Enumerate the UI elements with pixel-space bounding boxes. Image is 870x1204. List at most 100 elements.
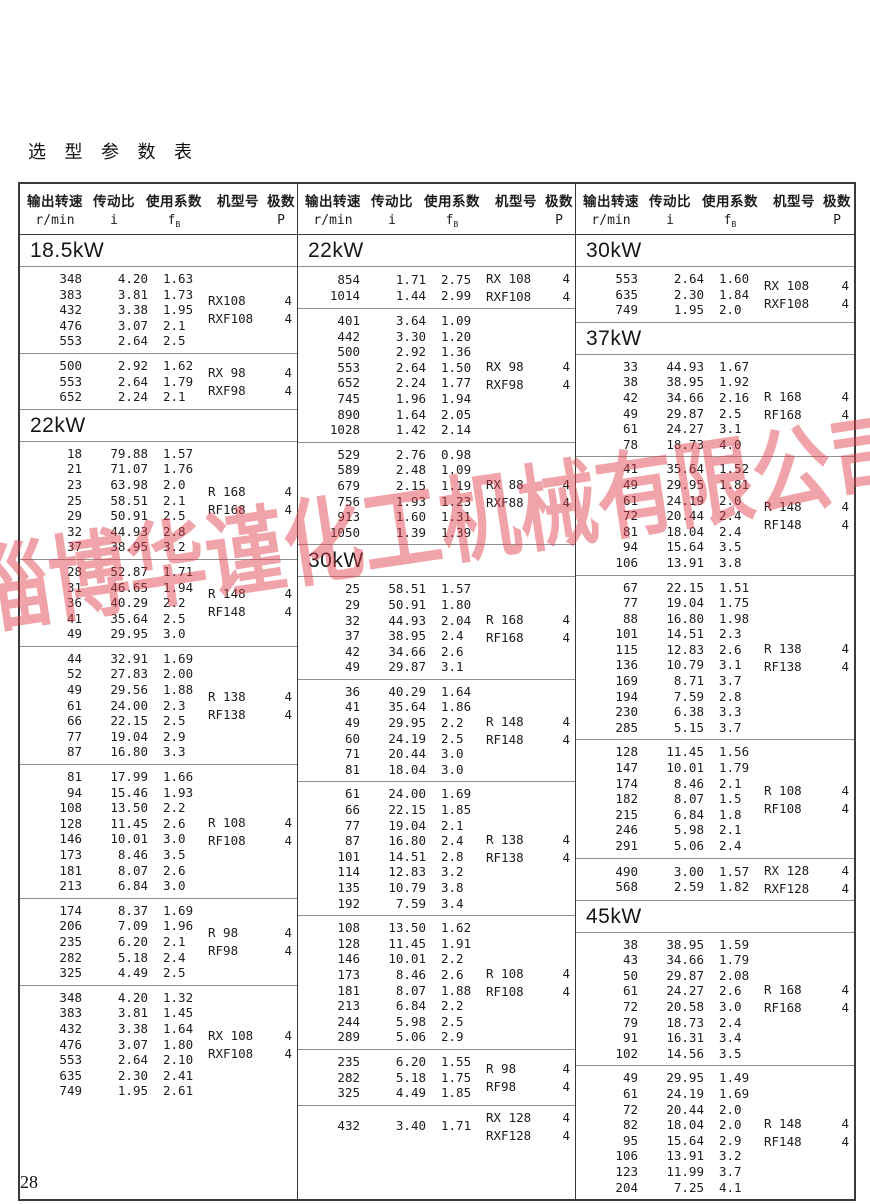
model-block: RX 108 4 RXF108 4 [764, 278, 854, 311]
model-unit-blank [488, 213, 544, 229]
factor-cell: 3.2 [163, 539, 186, 555]
table-row: 32 44.93 2.04 [310, 613, 486, 629]
poles-value: 4 [284, 501, 292, 517]
table-row: 476 3.07 2.1 [32, 318, 208, 334]
speed-cell: 106 [615, 1148, 638, 1164]
table-row: 215 6.84 1.8 [588, 807, 764, 823]
model-name: RF148 [764, 1134, 802, 1150]
ratio-cell: 18.73 [666, 436, 704, 452]
model-unit-blank [766, 213, 822, 229]
speed-cell: 49 [344, 659, 360, 675]
model-name: RXF108 [764, 295, 810, 311]
power-section-title: 18.5kW [30, 239, 105, 262]
factor-cell: 2.6 [441, 643, 464, 659]
speed-cell: 61 [622, 1085, 638, 1101]
ratio-cell: 7.25 [673, 1179, 704, 1195]
factor-cell: 2.4 [441, 833, 464, 849]
model-block: R 108 4 RF108 4 [486, 966, 575, 999]
ratio-cell: 44.93 [110, 523, 148, 539]
model-block: R 138 4 RF138 4 [486, 832, 575, 865]
table-row: 29 50.91 2.5 [32, 508, 208, 524]
table-row: 25 58.51 2.1 [32, 493, 208, 509]
speed-cell: 23 [66, 476, 82, 492]
speed-cell: 128 [337, 935, 360, 951]
factor-cell: 2.3 [719, 626, 742, 642]
ratio-cell: 2.64 [117, 373, 148, 389]
factor-cell: 1.63 [163, 271, 194, 286]
speed-cell: 652 [59, 389, 82, 405]
model-name: RX 108 [764, 277, 810, 293]
speed-cell: 635 [615, 286, 638, 302]
speed-cell: 235 [59, 933, 82, 949]
factor-cell: 1.79 [163, 373, 194, 389]
poles-value: 4 [562, 714, 570, 730]
ratio-cell: 38.95 [388, 628, 426, 644]
table-row: 500 2.92 1.62 [32, 358, 208, 374]
ratio-cell: 32.91 [110, 650, 148, 666]
speed-cell: 146 [59, 831, 82, 847]
ratio-group: 348 4.20 1.32 383 3.81 1.45 432 3.38 1.64 476 3.07… [20, 984, 297, 1103]
factor-cell: 2.14 [441, 422, 472, 438]
factor-cell: 1.57 [441, 581, 472, 597]
ratio-cell: 40.29 [110, 595, 148, 611]
speed-col-label: 输出转速 [27, 194, 83, 209]
model-row: R 108 4 [208, 815, 292, 830]
factor-cell: 3.0 [163, 878, 186, 894]
table-row: 401 3.64 1.09 [310, 313, 486, 329]
table-row: 49 29.95 2.2 [310, 715, 486, 731]
speed-cell: 52 [66, 666, 82, 682]
table-row: 652 2.24 2.1 [32, 389, 208, 405]
speed-cell: 635 [59, 1067, 82, 1083]
model-name: RXF88 [486, 495, 524, 511]
ratio-cell: 2.24 [117, 389, 148, 405]
factor-cell: 1.67 [719, 358, 750, 374]
speed-cell: 432 [59, 302, 82, 318]
speed-cell: 49 [622, 1070, 638, 1086]
model-name: RX 128 [486, 1109, 532, 1125]
speed-cell: 29 [66, 508, 82, 524]
speed-cell: 589 [337, 462, 360, 478]
ratio-cell: 18.04 [666, 523, 704, 539]
ratio-rows: 854 1.71 2.75 1014 1.44 2.99 [310, 272, 486, 303]
poles-value: 4 [284, 925, 292, 941]
table-row: 749 1.95 2.61 [32, 1083, 208, 1099]
factor-cell: 1.98 [719, 610, 750, 626]
speed-cell: 61 [622, 492, 638, 508]
speed-cell: 79 [622, 1014, 638, 1030]
model-row: RF168 4 [764, 1000, 849, 1015]
model-name: R 148 [208, 586, 246, 602]
table-row: 432 3.38 1.95 [32, 302, 208, 318]
ratio-cell: 4.20 [117, 271, 148, 286]
table-row: 38 38.95 1.92 [588, 374, 764, 390]
ratio-cell: 1.39 [395, 524, 426, 540]
ratio-cell: 4.49 [395, 1085, 426, 1101]
ratio-cell: 1.71 [395, 271, 426, 287]
model-row: R 138 4 [208, 689, 292, 704]
ratio-cell: 5.18 [395, 1069, 426, 1085]
ratio-cell: 11.45 [666, 744, 704, 760]
factor-cell: 1.71 [163, 563, 194, 579]
table-panel-middle: 输出转速 传动比 使用系数 机型号 极数 r/min i fB P 22kW 854 1.71 2.75… [298, 184, 576, 1200]
table-row: 49 29.95 1.81 [588, 477, 764, 493]
table-row: 383 3.81 1.45 [32, 1005, 208, 1021]
ratio-rows: 348 4.20 1.63 383 3.81 1.73 432 3.38 1.95 476 3.07… [32, 271, 208, 349]
table-row: 244 5.98 2.5 [310, 1014, 486, 1030]
table-row: 192 7.59 3.4 [310, 896, 486, 912]
model-name: RX 108 [486, 271, 532, 286]
model-name: R 108 [208, 814, 246, 830]
factor-cell: 3.5 [163, 847, 186, 862]
ratio-rows: 33 44.93 1.67 38 38.95 1.92 42 34.66 2.16 49 29.87… [588, 359, 764, 453]
factor-cell: 1.56 [719, 744, 750, 760]
table-row: 181 8.07 2.6 [32, 863, 208, 879]
model-block: RX 88 4 RXF88 4 [486, 477, 575, 510]
model-name: RF168 [764, 407, 802, 423]
factor-cell: 2.0 [719, 492, 742, 508]
model-block: R 98 4 RF98 4 [208, 925, 297, 958]
ratio-cell: 19.04 [110, 728, 148, 744]
poles-value: 4 [562, 495, 570, 511]
speed-cell: 41 [66, 610, 82, 626]
model-name: R 108 [764, 782, 802, 798]
ratio-group: 25 58.51 1.57 29 50.91 1.80 32 44.93 2.04 37 38.95… [298, 576, 575, 679]
factor-cell: 2.99 [441, 287, 472, 303]
poles-value: 4 [841, 407, 849, 423]
